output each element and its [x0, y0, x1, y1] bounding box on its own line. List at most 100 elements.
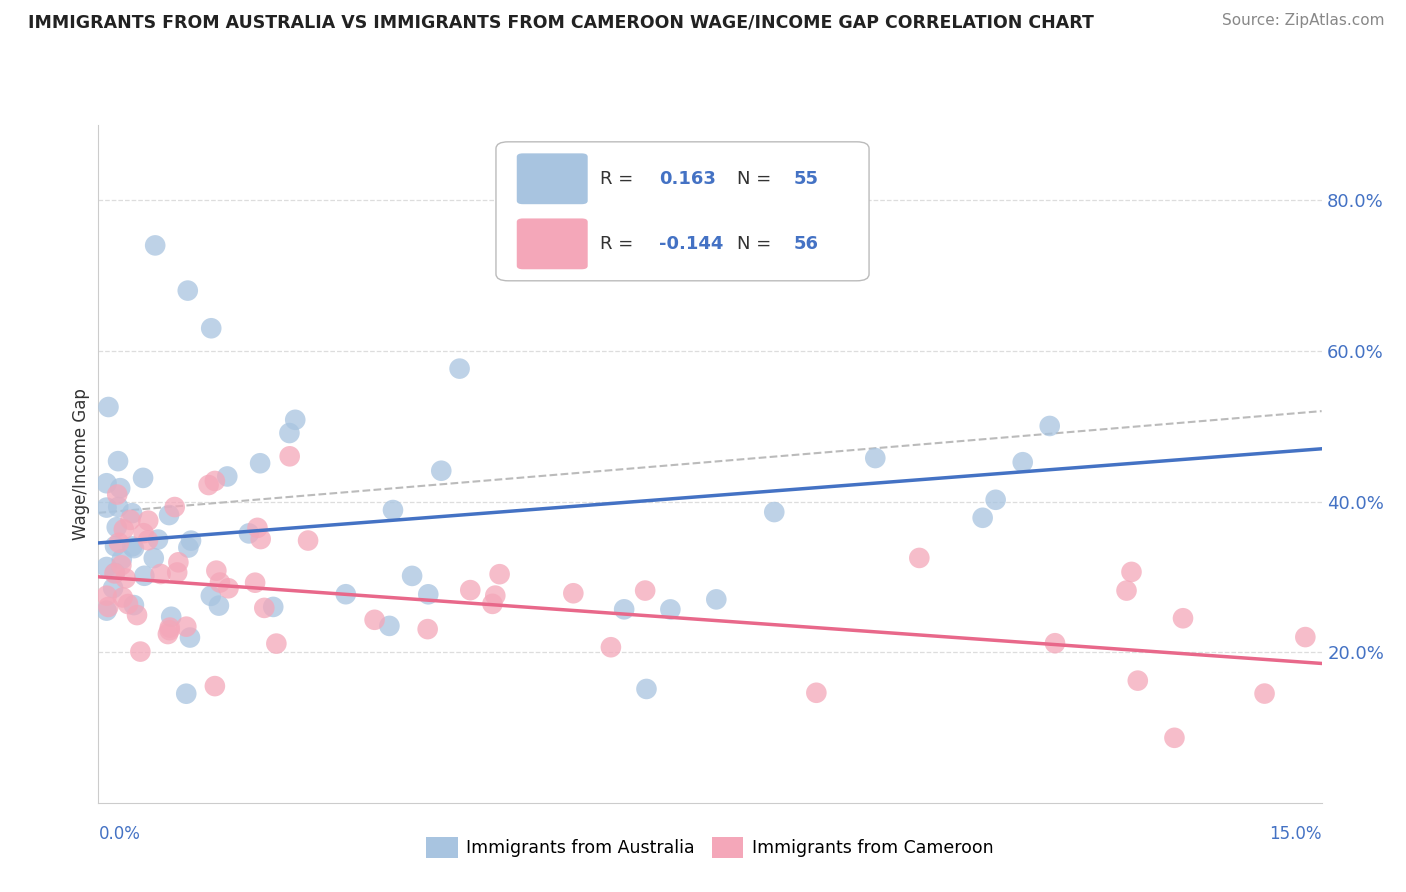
- Point: [96, 560, 118, 574]
- Point: [208, 575, 231, 590]
- Point: [97, 599, 120, 614]
- Point: [177, 541, 200, 555]
- Point: [112, 522, 135, 536]
- Point: [481, 597, 503, 611]
- Point: [143, 238, 166, 252]
- Point: [1115, 583, 1137, 598]
- Point: [806, 686, 828, 700]
- Point: [104, 566, 127, 580]
- Point: [488, 567, 510, 582]
- Point: [418, 587, 440, 601]
- Point: [562, 586, 585, 600]
- Point: [159, 621, 181, 635]
- Point: [704, 592, 727, 607]
- FancyBboxPatch shape: [496, 142, 869, 281]
- Point: [111, 552, 134, 566]
- Point: [1253, 687, 1275, 701]
- Point: [167, 555, 190, 569]
- Point: [108, 535, 131, 549]
- Point: [253, 601, 276, 615]
- Point: [200, 589, 222, 603]
- Point: [110, 481, 132, 495]
- Text: IMMIGRANTS FROM AUSTRALIA VS IMMIGRANTS FROM CAMEROON WAGE/INCOME GAP CORRELATIO: IMMIGRANTS FROM AUSTRALIA VS IMMIGRANTS …: [28, 13, 1094, 31]
- Point: [659, 602, 682, 616]
- Point: [984, 492, 1007, 507]
- Text: 0.0%: 0.0%: [98, 825, 141, 843]
- Point: [96, 476, 118, 491]
- Point: [246, 521, 269, 535]
- Point: [278, 450, 301, 464]
- Point: [105, 487, 128, 501]
- Point: [266, 637, 288, 651]
- Point: [125, 608, 148, 623]
- Point: [103, 566, 125, 581]
- Point: [132, 526, 155, 541]
- Point: [430, 464, 453, 478]
- Point: [382, 503, 405, 517]
- Point: [146, 533, 169, 547]
- Point: [177, 284, 200, 298]
- Point: [484, 589, 506, 603]
- Point: [142, 551, 165, 566]
- Point: [96, 604, 118, 618]
- Point: [1011, 455, 1033, 469]
- Point: [200, 321, 222, 335]
- Point: [104, 539, 127, 553]
- Point: [613, 602, 636, 616]
- Point: [278, 425, 301, 440]
- Point: [114, 571, 136, 585]
- Point: [217, 582, 239, 596]
- Point: [249, 456, 271, 470]
- Point: [908, 550, 931, 565]
- Point: [763, 505, 786, 519]
- Point: [1043, 636, 1066, 650]
- Point: [1163, 731, 1185, 745]
- Point: [120, 513, 142, 527]
- Point: [166, 566, 188, 580]
- Point: [110, 558, 132, 573]
- Point: [416, 622, 439, 636]
- Text: 0.163: 0.163: [658, 169, 716, 188]
- Point: [197, 478, 219, 492]
- Point: [297, 533, 319, 548]
- Point: [107, 500, 129, 514]
- Text: 55: 55: [793, 169, 818, 188]
- Text: N =: N =: [737, 235, 778, 252]
- Text: Source: ZipAtlas.com: Source: ZipAtlas.com: [1222, 13, 1385, 29]
- Point: [176, 620, 198, 634]
- Point: [97, 400, 120, 414]
- Point: [121, 506, 143, 520]
- Point: [238, 526, 260, 541]
- Point: [1294, 630, 1316, 644]
- Point: [401, 569, 423, 583]
- Point: [205, 564, 228, 578]
- Point: [378, 619, 401, 633]
- Point: [157, 508, 180, 522]
- Point: [972, 510, 994, 524]
- Point: [217, 469, 239, 483]
- Point: [122, 541, 145, 555]
- Point: [121, 540, 143, 554]
- Point: [204, 474, 226, 488]
- Point: [335, 587, 357, 601]
- Point: [149, 566, 172, 581]
- Point: [243, 575, 266, 590]
- Point: [117, 597, 139, 611]
- Point: [249, 532, 271, 546]
- Point: [636, 681, 658, 696]
- Point: [129, 644, 152, 658]
- Point: [284, 413, 307, 427]
- Point: [136, 514, 159, 528]
- Point: [107, 454, 129, 468]
- Point: [160, 609, 183, 624]
- Point: [134, 569, 156, 583]
- Point: [599, 640, 621, 655]
- Point: [458, 583, 481, 598]
- Point: [159, 624, 181, 638]
- Point: [136, 533, 159, 548]
- Text: N =: N =: [737, 169, 778, 188]
- Point: [1126, 673, 1149, 688]
- Point: [179, 631, 201, 645]
- FancyBboxPatch shape: [517, 219, 588, 269]
- Point: [363, 613, 385, 627]
